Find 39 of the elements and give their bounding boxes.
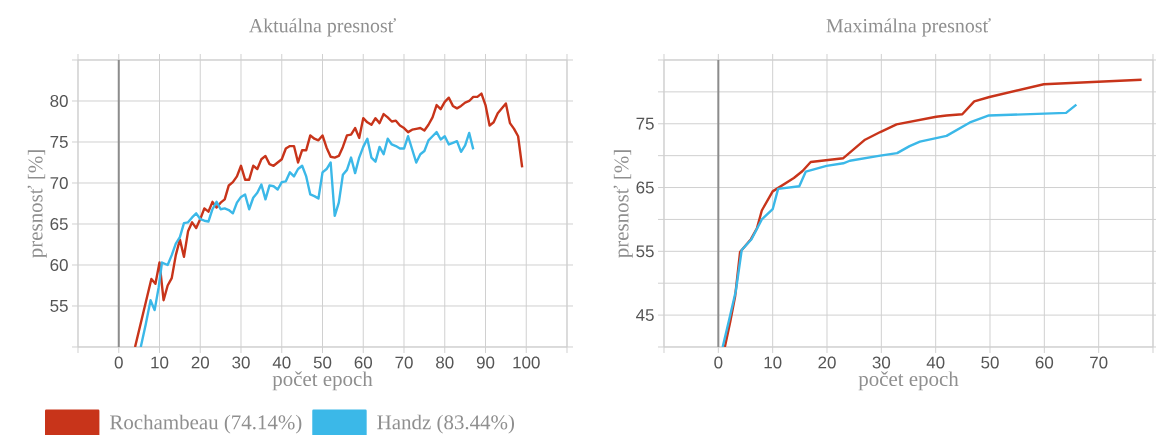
x-axis-title: počet epoch <box>272 371 373 391</box>
line-series <box>723 78 1143 347</box>
x-tick-label: 0 <box>114 356 123 369</box>
y-axis-title: presnosť [%] <box>613 150 633 258</box>
y-tick-label: 70 <box>50 176 68 189</box>
x-tick-label: 40 <box>272 356 291 369</box>
x-axis-title: počet epoch <box>858 371 959 391</box>
y-tick-label: 75 <box>50 136 68 148</box>
x-tick-label: 50 <box>981 356 999 369</box>
x-tick-label: 20 <box>818 356 836 369</box>
y-axis-title: presnosť [%] <box>27 150 47 258</box>
x-tick-label: 60 <box>1035 356 1054 369</box>
y-tick-label: 45 <box>636 309 654 322</box>
x-tick-label: 70 <box>1090 356 1108 369</box>
y-tick-label: 65 <box>636 181 654 194</box>
y-tick-label: 60 <box>50 258 68 271</box>
y-tick-label: 55 <box>50 300 68 312</box>
x-tick-label: 30 <box>872 356 891 369</box>
x-tick-label: 60 <box>354 356 373 369</box>
x-tick-label: 30 <box>232 356 250 369</box>
y-tick-label: 80 <box>50 94 68 107</box>
x-tick-label: 80 <box>436 356 454 369</box>
y-tick-label: 65 <box>50 217 68 230</box>
x-tick-label: 10 <box>764 356 782 369</box>
x-tick-label: 20 <box>191 356 210 369</box>
line-series <box>721 103 1078 347</box>
y-tick-label: 75 <box>636 117 654 130</box>
legend-label: Rochambeau (74.14%) <box>110 414 302 434</box>
x-tick-label: 10 <box>151 356 169 369</box>
x-tick-label: 50 <box>313 356 332 369</box>
x-tick-label: 100 <box>513 356 540 369</box>
legend-label: Handz (83.44%) <box>377 414 515 434</box>
chart-title: Aktuálna presnosť <box>248 18 396 37</box>
x-tick-label: 90 <box>476 356 495 369</box>
chart-title: Maximálna presnosť <box>826 18 991 37</box>
y-tick-label: 55 <box>636 245 654 258</box>
x-tick-label: 0 <box>714 356 723 369</box>
x-tick-label: 40 <box>926 356 945 369</box>
x-tick-label: 70 <box>395 356 413 369</box>
